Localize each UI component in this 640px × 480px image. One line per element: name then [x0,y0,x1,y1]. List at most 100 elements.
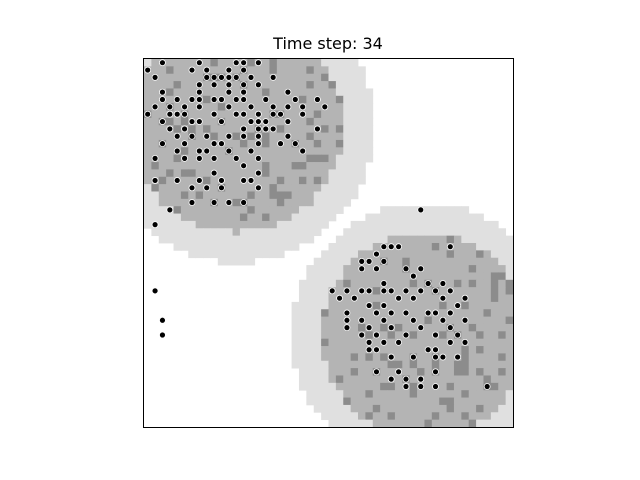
heatmap-cell [225,176,233,185]
heatmap-cell [446,368,455,376]
heatmap-cell [195,169,204,178]
heatmap-cell [350,382,359,391]
heatmap-cell [365,397,374,406]
heatmap-cell [358,66,366,75]
heatmap-cell [483,368,492,376]
heatmap-cell [276,132,285,141]
heatmap-cell [254,176,263,185]
heatmap-cell [262,147,270,156]
heatmap-cell [380,419,388,428]
heatmap-cell [476,360,484,369]
agent-point [210,110,218,118]
heatmap-cell [424,412,433,421]
heatmap-cell [350,59,359,67]
heatmap-cell [203,95,211,104]
heatmap-cell [498,375,507,384]
heatmap-cell [343,243,352,251]
heatmap-cell [313,162,322,170]
heatmap-cell [298,309,307,317]
heatmap-cell [439,338,447,347]
heatmap-cell [210,125,219,133]
heatmap-cell [498,294,507,303]
heatmap-cell [321,176,329,185]
heatmap-cell [380,265,388,273]
heatmap-cell [505,257,514,266]
heatmap-cell [483,404,492,413]
heatmap-cell [203,169,211,178]
heatmap-cell [446,301,455,310]
heatmap-cell [313,368,322,376]
heatmap-cell [358,360,366,369]
agent-point [195,59,203,67]
heatmap-cell [409,213,418,222]
heatmap-cell [321,220,329,229]
heatmap-cell [328,404,337,413]
heatmap-cell [291,323,300,332]
heatmap-cell [254,66,263,75]
heatmap-cell [476,346,484,354]
agent-point [454,302,462,309]
heatmap-cell [394,309,403,317]
heatmap-cell [306,132,315,141]
heatmap-cell [203,228,211,237]
heatmap-cell [409,360,418,369]
heatmap-cell [284,235,292,244]
heatmap-cell [417,316,425,325]
agent-point [380,302,388,309]
heatmap-cell [483,257,492,266]
heatmap-cell [247,125,256,133]
heatmap-cell [343,331,352,340]
heatmap-cell [321,404,329,413]
heatmap-cell [239,103,248,111]
heatmap-cell [476,279,484,288]
heatmap-cell [461,287,470,295]
heatmap-cell [328,206,337,214]
heatmap-cell [424,397,433,406]
heatmap-cell [424,228,433,237]
heatmap-cell [431,272,440,281]
heatmap-cell [343,88,352,97]
heatmap-cell [483,279,492,288]
heatmap-cell [335,301,344,310]
heatmap-cell [180,198,189,207]
heatmap-cell [490,272,499,281]
heatmap-cell [335,272,344,281]
heatmap-cell [468,316,477,325]
agent-point [454,331,462,339]
heatmap-cell [166,213,174,222]
heatmap-cell [483,250,492,259]
heatmap-cell [158,81,167,89]
heatmap-cell [417,228,425,237]
heatmap-cell [298,353,307,362]
heatmap-cell [298,73,307,82]
heatmap-cell [306,103,315,111]
heatmap-cell [431,228,440,237]
heatmap-cell [372,412,381,421]
heatmap-cell [195,220,204,229]
heatmap-cell [298,139,307,148]
heatmap-cell [431,294,440,303]
heatmap-cell [195,73,204,82]
heatmap-cell [313,213,322,222]
heatmap-cell [188,213,197,222]
heatmap-cell [505,279,514,288]
heatmap-cell [291,206,300,214]
heatmap-cell [365,316,374,325]
heatmap-cell [350,132,359,141]
heatmap-cell [210,66,219,75]
heatmap-cell [247,228,256,237]
heatmap-cell [306,147,315,156]
heatmap-cell [372,360,381,369]
heatmap-cell [380,382,388,391]
heatmap-cell [306,287,315,295]
heatmap-cell [313,176,322,185]
heatmap-cell [372,257,381,266]
heatmap-cell [262,243,270,251]
heatmap-cell [490,368,499,376]
plot-frame [143,58,514,428]
heatmap-cell [313,375,322,384]
heatmap-cell [468,382,477,391]
heatmap-cell [468,419,477,428]
heatmap-cell [217,250,226,259]
